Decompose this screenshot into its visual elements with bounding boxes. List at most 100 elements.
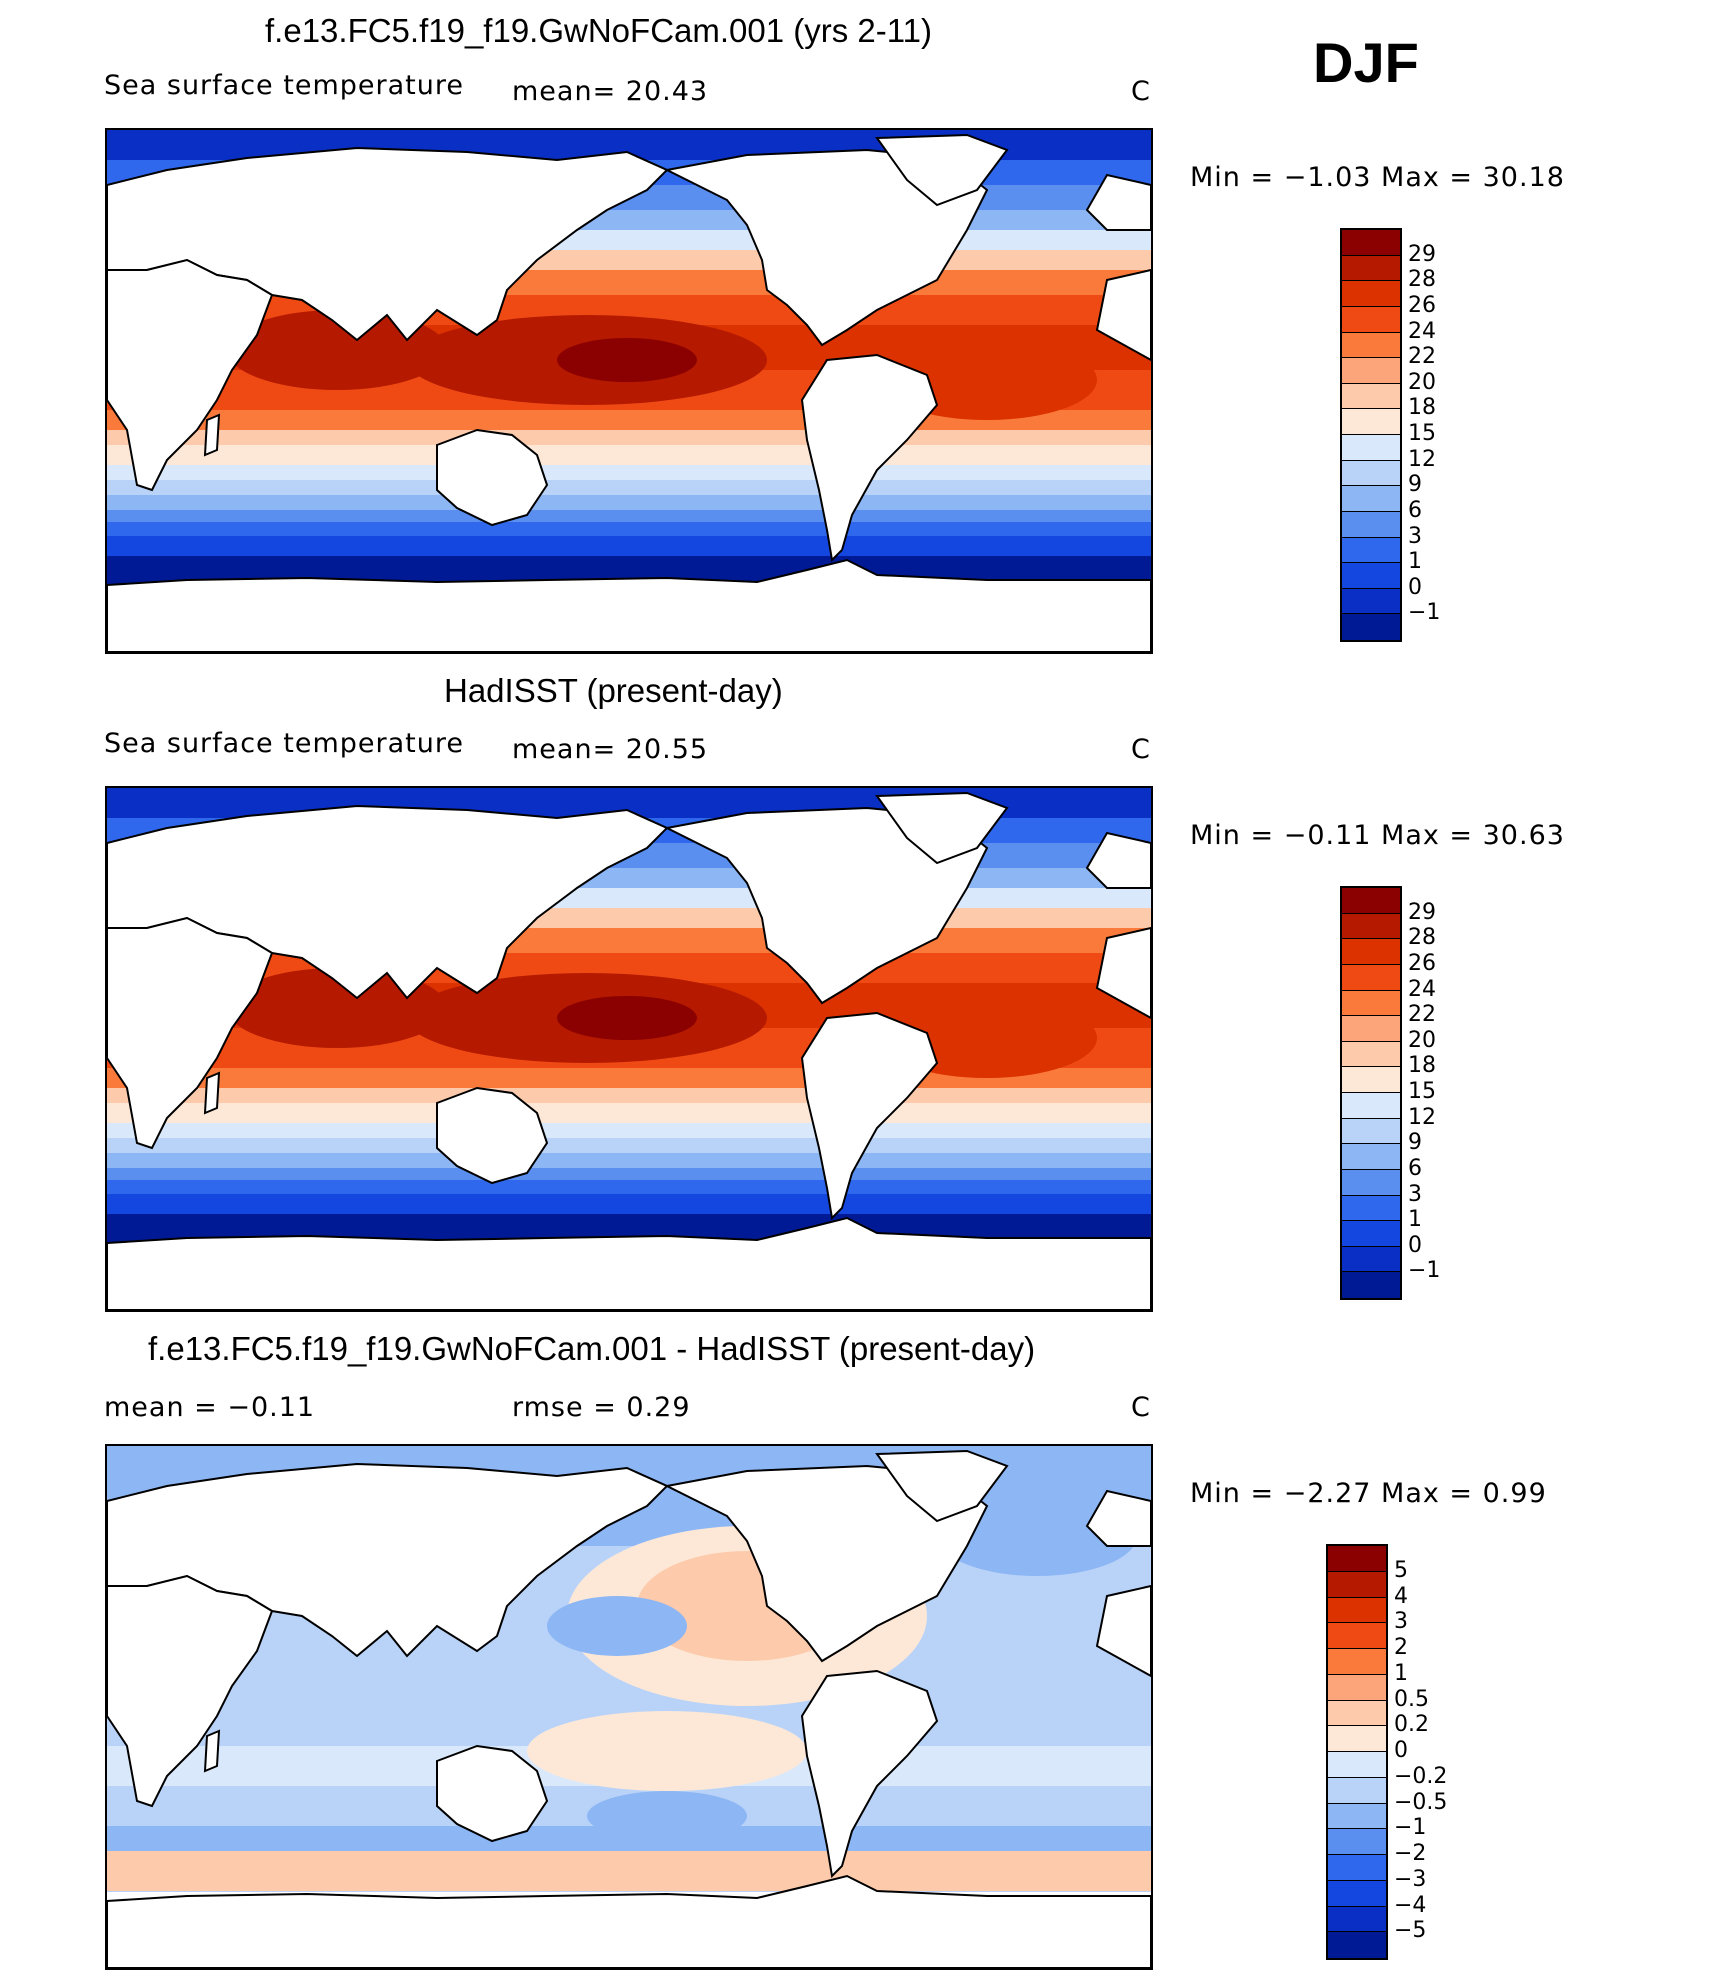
panel2-variable-label: Sea surface temperature <box>104 728 464 759</box>
colorbar-swatch <box>1328 1623 1386 1649</box>
colorbar-label: 1 <box>1394 1660 1408 1686</box>
colorbar-label: 18 <box>1408 395 1436 421</box>
colorbar-swatch <box>1328 1700 1386 1727</box>
land-greenland <box>875 791 1009 865</box>
colorbar-label: 20 <box>1408 369 1436 395</box>
panel2-mean: mean= 20.55 <box>512 734 709 765</box>
land-madagascar <box>203 1729 221 1773</box>
colorbar-swatch <box>1328 1906 1386 1933</box>
panel3-title: f.e13.FC5.f19_f19.GwNoFCam.001 - HadISST… <box>148 1330 1036 1367</box>
colorbar-swatch <box>1342 537 1400 564</box>
colorbar-swatch <box>1342 1041 1400 1068</box>
colorbar-label: −0.2 <box>1394 1763 1448 1789</box>
colorbar-swatch <box>1342 255 1400 282</box>
sst-band <box>107 1168 1151 1180</box>
colorbar-swatch <box>1342 1195 1400 1222</box>
land-australia <box>436 1744 549 1843</box>
colorbar-swatch <box>1328 1546 1386 1572</box>
colorbar-swatch <box>1328 1803 1386 1830</box>
colorbar-swatch <box>1342 913 1400 940</box>
colorbar-swatch <box>1342 990 1400 1017</box>
colorbar-label: 12 <box>1408 1104 1436 1130</box>
colorbar-label: 0 <box>1408 574 1422 600</box>
sst-band <box>107 556 1151 576</box>
colorbar-label: −5 <box>1394 1918 1427 1944</box>
sst-band <box>107 480 1151 495</box>
panel1-variable-label: Sea surface temperature <box>104 70 464 101</box>
colorbar-label: 15 <box>1408 1079 1436 1104</box>
colorbar-label: 0 <box>1408 1232 1422 1258</box>
colorbar-swatch <box>1342 1246 1400 1273</box>
colorbar-swatch <box>1342 281 1400 307</box>
land-africaEast <box>1095 926 1151 1020</box>
land-greenland <box>875 1449 1009 1523</box>
sst-band <box>107 1180 1151 1194</box>
panel1-title: f.e13.FC5.f19_f19.GwNoFCam.001 (yrs 2-11… <box>265 12 932 49</box>
south-cool-anomaly <box>587 1791 747 1841</box>
colorbar-swatch <box>1342 1169 1400 1196</box>
colorbar-swatch <box>1342 511 1400 538</box>
colorbar-label: 4 <box>1394 1583 1408 1609</box>
sst-band <box>107 510 1151 522</box>
panel3-mean: mean = −0.11 <box>104 1392 316 1423</box>
indian-ocean-warm <box>227 310 447 390</box>
colorbar-swatch <box>1328 1880 1386 1907</box>
colorbar-label: −2 <box>1394 1841 1427 1866</box>
colorbar-swatch <box>1342 1067 1400 1093</box>
colorbar-label: 15 <box>1408 421 1436 446</box>
land-australia <box>436 1086 549 1185</box>
colorbar-label: 24 <box>1408 976 1436 1002</box>
land-samerica <box>800 1669 939 1879</box>
colorbar-label: 6 <box>1408 1155 1422 1181</box>
colorbar-label: 28 <box>1408 267 1436 293</box>
land-samerica <box>800 1011 939 1221</box>
land-antarctica <box>107 1216 1151 1310</box>
land-africaEast <box>1095 1584 1151 1678</box>
colorbar-label: 24 <box>1408 318 1436 344</box>
colorbar-swatch <box>1342 306 1400 333</box>
land-europeEast <box>1085 173 1151 231</box>
panel2-title: HadISST (present-day) <box>444 672 783 709</box>
sst-band <box>107 445 1151 465</box>
colorbar-swatch <box>1342 486 1400 512</box>
land-europeEast <box>1085 831 1151 889</box>
colorbar-label: 26 <box>1408 292 1436 318</box>
land-samerica <box>800 353 939 563</box>
panel2-units: C <box>1131 734 1151 765</box>
south-pacific-warm <box>527 1711 807 1791</box>
panel3-map <box>105 1444 1153 1970</box>
panel3-diff-field <box>107 1446 1151 1968</box>
land-australia <box>436 428 549 527</box>
panel1-units: C <box>1131 76 1151 107</box>
colorbar-swatch <box>1342 1221 1400 1247</box>
panel3-rmse: rmse = 0.29 <box>512 1392 691 1423</box>
colorbar-label: 1 <box>1408 1207 1422 1233</box>
colorbar-label: 3 <box>1408 1181 1422 1207</box>
colorbar-label: 3 <box>1394 1609 1408 1635</box>
colorbar-label: 20 <box>1408 1027 1436 1053</box>
panel3-minmax: Min = −2.27 Max = 0.99 <box>1190 1478 1547 1509</box>
sst-band <box>107 522 1151 536</box>
land-antarctica <box>107 558 1151 652</box>
colorbar-swatch <box>1342 588 1400 615</box>
colorbar-label: −1 <box>1408 1258 1441 1284</box>
colorbar-label: 29 <box>1408 241 1436 267</box>
land-antarctica <box>107 1874 1151 1968</box>
colorbar-swatch <box>1342 964 1400 991</box>
colorbar-swatch <box>1342 358 1400 384</box>
sst-band <box>107 495 1151 510</box>
colorbar-swatch <box>1328 1752 1386 1778</box>
panel2-colorbar <box>1340 886 1402 1300</box>
sst-band <box>107 430 1151 445</box>
colorbar-swatch <box>1342 460 1400 487</box>
colorbar-label: 0 <box>1394 1738 1408 1763</box>
colorbar-label: −1 <box>1408 600 1441 626</box>
north-atlantic-cool <box>937 1496 1137 1576</box>
colorbar-swatch <box>1342 1093 1400 1119</box>
colorbar-swatch <box>1342 409 1400 435</box>
indian-ocean-warm <box>227 968 447 1048</box>
colorbar-swatch <box>1328 1726 1386 1752</box>
colorbar-label: 18 <box>1408 1053 1436 1079</box>
colorbar-label: −4 <box>1394 1892 1427 1918</box>
land-madagascar <box>203 413 221 457</box>
